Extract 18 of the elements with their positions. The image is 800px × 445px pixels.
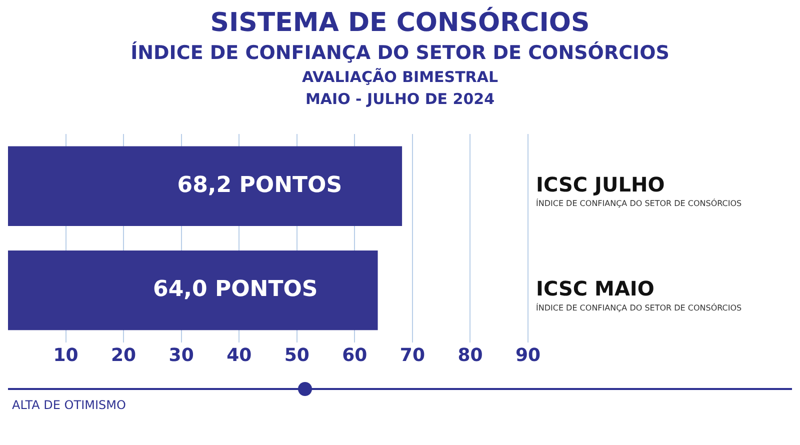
x-tick-label: 30 bbox=[168, 344, 194, 366]
chart-subtitle: ÍNDICE DE CONFIANÇA DO SETOR DE CONSÓRCIOS AVALIAÇÃO BIMESTRAL MAIO - JULHO DE 2024 bbox=[130, 42, 670, 108]
x-tick-label: 10 bbox=[53, 344, 78, 366]
chart-title: SISTEMA DE CONSÓRCIOS bbox=[209, 8, 591, 38]
y-tick-label: ICSC MAIO bbox=[536, 276, 654, 301]
text: ALTA DE OTIMISMO bbox=[11, 398, 127, 412]
y-tick-label: ICSC JULHO bbox=[536, 172, 665, 196]
text: ÍNDICE DE CONFIANÇA DO SETOR DE CONSÓRCIOS bbox=[536, 198, 742, 208]
x-tick-label: 90 bbox=[515, 344, 541, 366]
data-label: 64,0 PONTOS bbox=[153, 277, 318, 302]
x-tick-label: 70 bbox=[400, 344, 425, 366]
x-tick-label: 80 bbox=[458, 344, 483, 366]
x-tick-label: 20 bbox=[111, 344, 136, 366]
data-label: 68,2 PONTOS bbox=[177, 172, 342, 198]
text: ÍNDICE DE CONFIANÇA DO SETOR DE CONSÓRCIOS bbox=[536, 302, 742, 312]
x-tick-label: 40 bbox=[226, 344, 252, 366]
x-tick-label: 50 bbox=[284, 344, 310, 366]
x-tick-label: 60 bbox=[342, 344, 368, 366]
